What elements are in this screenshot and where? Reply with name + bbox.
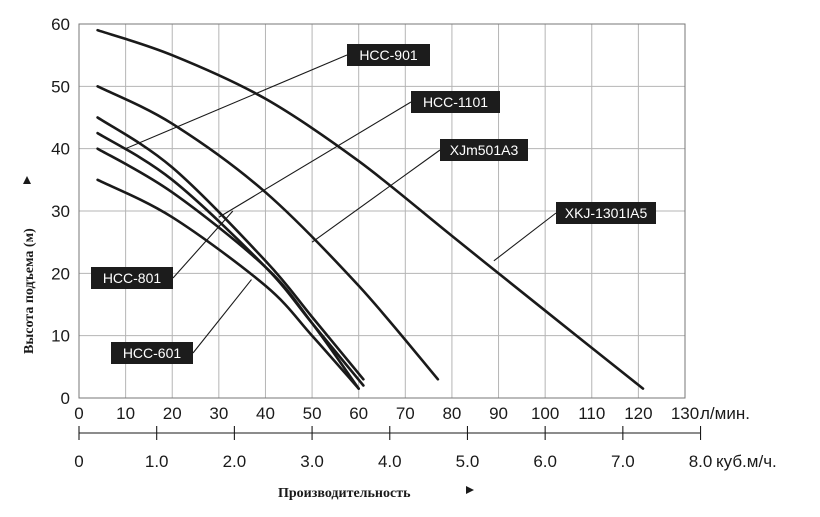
series-curve-2 — [96, 116, 365, 381]
y-tick-label-3: 30 — [51, 202, 70, 221]
series-labels: HCC-901 HCC-1101 XJm501A3 XKJ-1301IA5 HCC-80… — [91, 44, 656, 364]
series-label-box-0 — [347, 44, 430, 66]
series-label-box-5 — [111, 342, 193, 364]
x2-tick-label-0: 0 — [74, 452, 83, 471]
y-axis-arrow-icon — [23, 176, 31, 184]
series-label-0: HCC-901 — [359, 47, 418, 63]
series-label-box-3 — [556, 202, 656, 224]
x2-tick-label-7: 7.0 — [611, 452, 635, 471]
y-tick-label-2: 20 — [51, 264, 70, 283]
y-tick-label-1: 10 — [51, 327, 70, 346]
y-axis-title: Высота подъема (м) — [22, 228, 37, 354]
x-tick-label-10: 100 — [531, 404, 559, 423]
x2-tick-label-8: 8.0 — [689, 452, 713, 471]
x-unit-secondary: куб.м/ч. — [716, 452, 777, 471]
x-tick-label-6: 60 — [349, 404, 368, 423]
label-leader-5 — [192, 279, 252, 354]
x2-tick-label-2: 2.0 — [223, 452, 247, 471]
y-tick-label-4: 40 — [51, 140, 70, 159]
x-tick-label-1: 10 — [116, 404, 135, 423]
label-leader-0 — [125, 54, 348, 150]
y-tick-label-5: 50 — [51, 77, 70, 96]
series-label-box-4 — [91, 267, 173, 289]
series-label-1: HCC-1101 — [423, 94, 488, 110]
series-label-2: XJm501A3 — [450, 142, 519, 158]
y-tick-label-6: 60 — [51, 15, 70, 34]
y-axis-title-group: Высота подъема (м) — [22, 176, 37, 354]
x-axis-arrow-icon — [466, 486, 474, 494]
x-tick-labels: 0 10 20 30 40 50 60 70 80 90 100 110 120 130 — [74, 404, 699, 423]
x-tick-label-4: 40 — [256, 404, 275, 423]
series-label-box-1 — [411, 91, 500, 113]
label-leader-4 — [172, 210, 234, 279]
x2-tick-label-1: 1.0 — [145, 452, 169, 471]
x-tick-label-7: 70 — [396, 404, 415, 423]
x2-tick-label-5: 5.0 — [456, 452, 480, 471]
x2-tick-label-6: 6.0 — [533, 452, 557, 471]
y-tick-labels: 0 10 20 30 40 50 60 — [51, 15, 70, 408]
x-tick-label-12: 120 — [624, 404, 652, 423]
x-tick-label-3: 30 — [209, 404, 228, 423]
x-axis-title: Производительность — [278, 486, 411, 501]
series-curve-1 — [96, 85, 440, 381]
x-tick-label-2: 20 — [163, 404, 182, 423]
series-curve-0 — [96, 28, 645, 390]
series-label-box-2 — [440, 139, 528, 161]
label-leader-3 — [493, 212, 557, 262]
label-leader-1 — [218, 101, 412, 218]
series-label-3: XKJ-1301IA5 — [565, 205, 648, 221]
x-tick-label-8: 80 — [442, 404, 461, 423]
x-tick-label-0: 0 — [74, 404, 83, 423]
x-axis-title-group: Производительность — [278, 486, 474, 501]
secondary-x-axis: 0 1.0 2.0 3.0 4.0 5.0 6.0 7.0 8.0 — [74, 426, 712, 471]
x-unit-primary: л/мин. — [700, 404, 750, 423]
x-tick-label-13: 130 — [671, 404, 699, 423]
x-tick-label-5: 50 — [303, 404, 322, 423]
label-leader-2 — [311, 149, 441, 243]
series-label-4: HCC-801 — [103, 270, 162, 286]
plot-frame — [78, 23, 686, 399]
x2-tick-label-4: 4.0 — [378, 452, 402, 471]
series-label-5: HCC-601 — [123, 345, 182, 361]
y-tick-label-0: 0 — [61, 389, 70, 408]
label-leaders — [125, 54, 557, 354]
x2-tick-label-3: 3.0 — [300, 452, 324, 471]
x-tick-label-11: 110 — [578, 404, 605, 423]
series-curve-4 — [96, 147, 360, 390]
series-curve-5 — [96, 178, 360, 390]
curves — [96, 28, 645, 390]
x-tick-label-9: 90 — [489, 404, 508, 423]
